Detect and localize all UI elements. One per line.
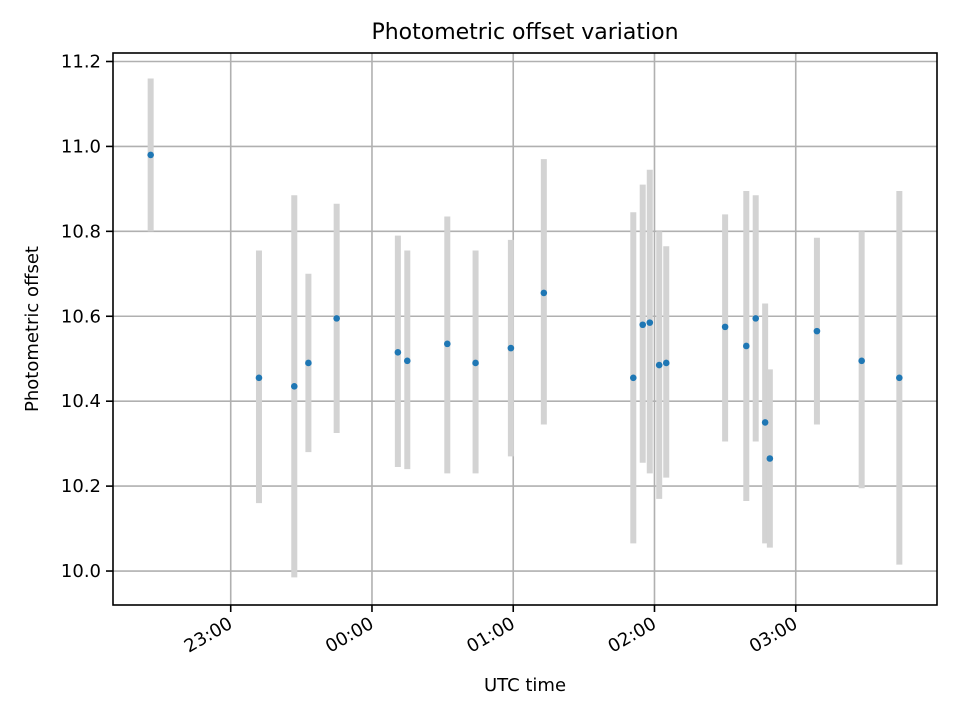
y-tick-label: 10.4 [61,391,101,412]
y-tick-label: 10.8 [61,221,101,242]
x-tick-label: 02:00 [605,613,660,657]
data-point [147,151,154,159]
data-point [629,374,637,382]
data-point [655,361,663,369]
data-point [290,383,298,390]
y-tick-label: 11.2 [61,51,101,72]
data-point [639,321,647,329]
data-point [333,315,340,322]
tick-layer: 10.0 10.2 10.4 10.6 10.8 11.0 11.2 23:00 00:00 01… [61,51,801,657]
x-axis-label: UTC time [484,675,566,696]
data-point [646,319,654,326]
data-point [858,357,865,365]
plot-frame [112,52,938,606]
data-point [507,344,515,352]
data-point [761,419,769,426]
y-tick-label: 11.0 [61,136,101,157]
data-point [394,349,402,356]
data-point [255,374,263,382]
y-tick-label: 10.6 [61,306,101,327]
data-point [540,289,548,297]
y-axis-label: Photometric offset [22,246,43,412]
data-point [662,359,670,367]
data-point [752,315,760,322]
x-tick-label: 23:00 [181,613,236,657]
data-point [444,340,451,348]
data-point [896,374,903,382]
grid-layer [113,53,937,605]
y-tick-label: 10.2 [61,476,101,497]
x-tick-label: 03:00 [746,613,801,657]
data-point [813,327,821,335]
data-point [403,357,411,365]
y-tick-label: 10.0 [61,561,101,582]
data-point [721,323,729,331]
errorbar-layer [147,78,903,578]
x-tick-label: 01:00 [463,613,518,657]
x-tick-label: 00:00 [322,613,377,657]
point-layer [147,151,903,462]
data-point [743,342,750,350]
data-point [305,359,312,367]
data-point [766,455,774,462]
data-point [472,359,479,367]
chart-title: Photometric offset variation [371,20,678,45]
